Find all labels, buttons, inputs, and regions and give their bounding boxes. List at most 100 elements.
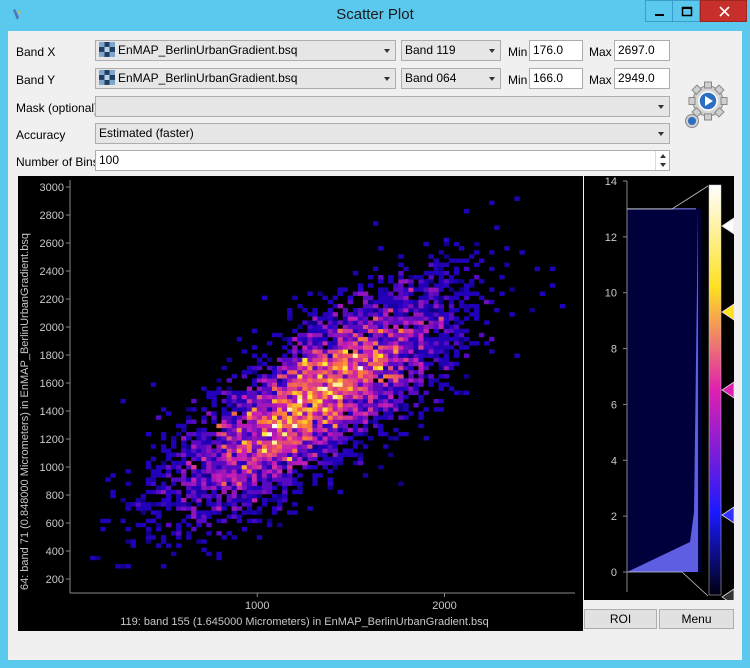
density-cell <box>479 295 485 301</box>
density-cell <box>312 328 318 334</box>
density-cell <box>292 481 298 486</box>
yellow-level-handle[interactable] <box>721 303 735 321</box>
density-cell <box>251 365 258 371</box>
density-cell <box>418 312 424 317</box>
y-tick-label: 400 <box>46 546 64 558</box>
roi-button[interactable]: ROI <box>584 609 657 629</box>
density-cell <box>251 493 258 499</box>
density-cell <box>282 336 288 342</box>
band-y-min-input[interactable]: 166.0 <box>529 68 583 89</box>
y-tick-label: 3000 <box>40 182 64 194</box>
accuracy-select[interactable]: Estimated (faster) <box>95 123 670 144</box>
density-cell <box>443 374 450 379</box>
density-cell <box>307 341 313 346</box>
density-cell <box>317 394 323 400</box>
density-cell <box>312 456 318 462</box>
density-cell <box>408 386 414 391</box>
magenta-level-handle[interactable] <box>721 381 735 399</box>
spin-arrows[interactable] <box>655 151 669 170</box>
density-cell <box>287 308 293 313</box>
density-cell <box>418 349 424 354</box>
density-cell <box>266 341 273 346</box>
density-cell <box>388 382 394 387</box>
density-cell <box>317 448 323 453</box>
title-bar[interactable]: Scatter Plot <box>0 0 750 31</box>
density-cell <box>317 427 323 433</box>
run-button[interactable] <box>682 79 732 129</box>
density-cell <box>479 279 485 284</box>
spin-down-icon[interactable] <box>660 163 666 167</box>
density-cell <box>458 291 465 296</box>
density-cell <box>362 411 369 416</box>
density-cell <box>438 299 444 305</box>
density-cell <box>120 498 126 503</box>
density-cell <box>458 341 465 346</box>
density-cell <box>211 506 217 511</box>
band-y-max-input[interactable]: 2949.0 <box>614 68 670 89</box>
density-cell <box>418 374 424 379</box>
y-tick-label: 1400 <box>40 406 64 418</box>
density-cell <box>236 477 243 482</box>
density-cell <box>201 477 207 482</box>
density-cell <box>206 394 212 400</box>
density-cell <box>474 308 480 313</box>
density-cell <box>408 303 414 309</box>
density-cell <box>246 518 253 524</box>
band-x-max-input[interactable]: 2697.0 <box>614 40 670 61</box>
density-cell <box>272 423 278 429</box>
minimize-button[interactable] <box>645 0 673 22</box>
band-x-file-select[interactable]: EnMAP_BerlinUrbanGradient.bsq <box>95 40 396 61</box>
density-cell <box>327 386 333 391</box>
scatter-plot-canvas[interactable]: 200 400 600 800 1000 1200 1400 1600 1800 2000 2200… <box>18 176 583 631</box>
density-cell <box>373 382 379 387</box>
white-level-handle[interactable] <box>721 217 735 235</box>
density-cell <box>373 394 379 400</box>
density-cell <box>403 431 409 437</box>
density-cell <box>362 324 369 330</box>
black-level-handle[interactable] <box>721 588 735 606</box>
density-cell <box>231 431 237 437</box>
density-cell <box>176 465 182 470</box>
menu-button[interactable]: Menu <box>659 609 734 629</box>
density-cell <box>327 370 333 375</box>
density-cell <box>322 427 328 433</box>
density-cell <box>272 394 278 400</box>
density-cell <box>292 452 298 458</box>
density-cell <box>347 390 354 396</box>
maximize-button[interactable] <box>672 0 700 22</box>
density-cell <box>433 357 439 363</box>
density-cell <box>474 312 480 317</box>
band-y-file-select[interactable]: EnMAP_BerlinUrbanGradient.bsq <box>95 68 396 89</box>
histogram-panel[interactable]: 0 2 4 6 8 10 12 14 <box>584 176 735 606</box>
blue-level-handle[interactable] <box>721 506 735 524</box>
density-cell <box>206 444 212 449</box>
density-cell <box>337 431 343 437</box>
density-cell <box>367 353 374 358</box>
density-cell <box>251 485 258 491</box>
density-cell <box>302 332 308 338</box>
density-cell <box>327 299 333 305</box>
density-cell <box>453 308 460 313</box>
density-cell <box>367 398 374 404</box>
close-button[interactable] <box>700 0 747 22</box>
density-cell <box>418 287 424 292</box>
density-cell <box>186 535 192 540</box>
band-x-band-select[interactable]: Band 119 <box>401 40 501 61</box>
density-cell <box>337 332 343 338</box>
band-x-min-input[interactable]: 176.0 <box>529 40 583 61</box>
density-cell <box>413 299 419 305</box>
density-cell <box>362 394 369 400</box>
band-y-band-select[interactable]: Band 064 <box>401 68 501 89</box>
density-cell <box>342 394 349 400</box>
density-cell <box>342 316 349 321</box>
mask-select[interactable] <box>95 96 670 117</box>
density-cell <box>211 456 217 462</box>
density-cell <box>357 328 364 334</box>
bins-spinbox[interactable]: 100 <box>95 150 670 171</box>
density-cell <box>327 411 333 416</box>
density-cell <box>423 287 429 292</box>
density-cell <box>256 456 263 462</box>
density-cell <box>171 444 177 449</box>
density-cell <box>327 345 333 350</box>
spin-up-icon[interactable] <box>660 154 666 158</box>
